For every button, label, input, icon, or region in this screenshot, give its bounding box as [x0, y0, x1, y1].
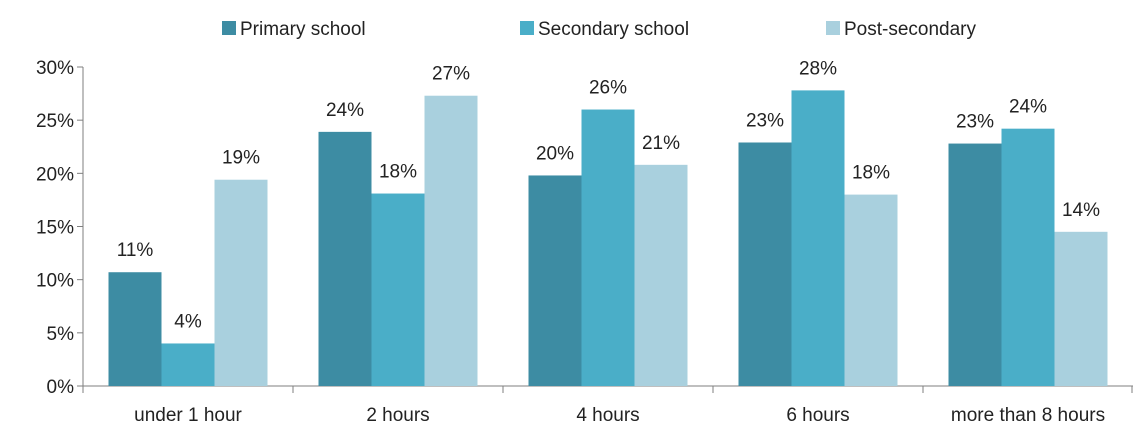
data-label: 23%: [746, 110, 784, 131]
bar: [1055, 232, 1108, 386]
bar: [792, 90, 845, 386]
legend-label: Secondary school: [538, 19, 689, 40]
x-tick-label: 4 hours: [576, 405, 639, 426]
data-label: 14%: [1062, 200, 1100, 221]
data-label: 4%: [174, 311, 202, 332]
data-label: 26%: [589, 78, 627, 99]
data-label: 28%: [799, 58, 837, 79]
bar: [425, 96, 478, 386]
y-tick-label: 30%: [36, 58, 74, 79]
legend: Primary school Secondary school Post-secon…: [222, 19, 977, 40]
y-tick-label: 25%: [36, 111, 74, 132]
y-tick-label: 5%: [47, 324, 75, 345]
bar: [162, 343, 215, 386]
x-tick-label: 6 hours: [786, 405, 849, 426]
bar: [635, 165, 688, 386]
y-tick-label: 20%: [36, 164, 74, 185]
bars: [109, 90, 1108, 386]
legend-swatch: [826, 21, 840, 35]
bar: [739, 142, 792, 386]
x-axis: under 1 hour 2 hours 4 hours 6 hours more th…: [83, 386, 1133, 426]
x-tick-label: 2 hours: [366, 405, 429, 426]
bar: [582, 110, 635, 386]
data-label: 18%: [379, 162, 417, 183]
y-axis: 0% 5% 10% 15% 20% 25% 30%: [36, 58, 83, 398]
data-label: 21%: [642, 133, 680, 154]
data-label: 11%: [117, 240, 154, 261]
data-label: 20%: [536, 143, 574, 164]
data-label: 27%: [432, 64, 470, 85]
bar: [319, 132, 372, 386]
legend-swatch: [222, 21, 236, 35]
y-tick-label: 15%: [36, 218, 74, 239]
bar: [109, 272, 162, 386]
bar: [529, 175, 582, 386]
data-label: 23%: [956, 112, 994, 133]
data-label: 18%: [852, 163, 890, 184]
bar: [215, 180, 268, 386]
bar: [1002, 129, 1055, 386]
x-tick-label: under 1 hour: [134, 405, 242, 426]
y-tick-label: 0%: [47, 377, 75, 398]
bar: [372, 194, 425, 386]
legend-label: Post-secondary: [844, 19, 977, 40]
x-tick-label: more than 8 hours: [951, 405, 1105, 426]
data-label: 24%: [326, 100, 364, 121]
legend-swatch: [520, 21, 534, 35]
bar: [949, 144, 1002, 386]
data-label: 19%: [222, 148, 260, 169]
bar: [845, 195, 898, 386]
y-tick-label: 10%: [36, 271, 74, 292]
legend-label: Primary school: [240, 19, 366, 40]
data-label: 24%: [1009, 97, 1047, 118]
